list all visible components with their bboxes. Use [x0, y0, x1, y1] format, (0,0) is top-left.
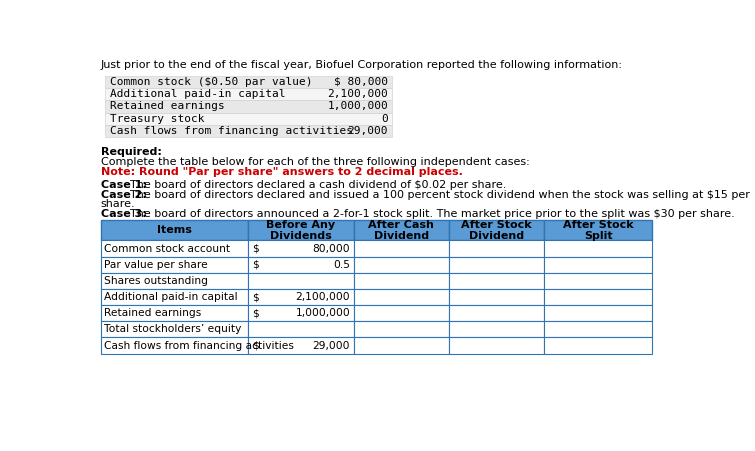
Text: After Cash
Dividend: After Cash Dividend [368, 220, 434, 241]
Bar [448, 337, 544, 354]
Bar [105, 113, 392, 125]
Text: 0.5: 0.5 [333, 260, 350, 270]
Bar [448, 321, 544, 337]
Text: After Stock
Split: After Stock Split [562, 220, 633, 241]
Bar [354, 289, 448, 305]
Text: Complete the table below for each of the three following independent cases:: Complete the table below for each of the… [100, 156, 529, 166]
Text: Cash flows from financing activities: Cash flows from financing activities [103, 341, 294, 350]
Text: Case 2:: Case 2: [100, 190, 150, 200]
Bar [248, 221, 354, 240]
Bar [544, 289, 652, 305]
Bar [100, 337, 248, 354]
Bar [448, 257, 544, 273]
Text: 29,000: 29,000 [313, 341, 350, 350]
Text: Additional paid-in capital: Additional paid-in capital [110, 89, 285, 99]
Bar [354, 240, 448, 257]
Bar [354, 337, 448, 354]
Text: 0: 0 [381, 114, 388, 124]
Text: Before Any
Dividends: Before Any Dividends [267, 220, 335, 241]
Bar [248, 289, 354, 305]
Bar [354, 321, 448, 337]
Text: Case 1:: Case 1: [100, 180, 150, 190]
Bar [100, 289, 248, 305]
Bar [354, 305, 448, 321]
Bar [544, 240, 652, 257]
Bar [354, 221, 448, 240]
Bar [544, 273, 652, 289]
Text: Cash flows from financing activities: Cash flows from financing activities [110, 126, 353, 136]
Bar [100, 273, 248, 289]
Bar [248, 321, 354, 337]
Text: The board of directors announced a 2-for-1 stock split. The market price prior t: The board of directors announced a 2-for… [130, 209, 735, 219]
Text: 2,100,000: 2,100,000 [328, 89, 388, 99]
Bar [100, 305, 248, 321]
Text: Case 3:: Case 3: [100, 209, 150, 219]
Text: Total stockholders’ equity: Total stockholders’ equity [103, 324, 241, 334]
Text: $: $ [252, 244, 259, 253]
Text: 2,100,000: 2,100,000 [295, 292, 350, 302]
Bar [248, 257, 354, 273]
Text: Just prior to the end of the fiscal year, Biofuel Corporation reported the follo: Just prior to the end of the fiscal year… [100, 60, 623, 70]
Bar [448, 240, 544, 257]
Text: Par value per share: Par value per share [103, 260, 208, 270]
Bar [354, 273, 448, 289]
Bar [544, 337, 652, 354]
Text: Shares outstanding: Shares outstanding [103, 276, 208, 286]
Bar [100, 321, 248, 337]
Bar [100, 221, 248, 240]
Text: 1,000,000: 1,000,000 [328, 101, 388, 111]
Text: After Stock
Dividend: After Stock Dividend [461, 220, 532, 241]
Text: Required:: Required: [100, 147, 162, 156]
Bar [105, 100, 392, 113]
Bar [544, 257, 652, 273]
Bar [448, 305, 544, 321]
Bar [105, 125, 392, 137]
Text: 29,000: 29,000 [347, 126, 388, 136]
Text: $: $ [252, 292, 259, 302]
Text: Retained earnings: Retained earnings [103, 308, 201, 318]
Text: $: $ [252, 341, 259, 350]
Text: 1,000,000: 1,000,000 [295, 308, 350, 318]
Bar [100, 240, 248, 257]
Text: $ 80,000: $ 80,000 [334, 77, 388, 87]
Text: $: $ [252, 308, 259, 318]
Text: Note: Round "Par per share" answers to 2 decimal places.: Note: Round "Par per share" answers to 2… [100, 166, 463, 176]
Bar [248, 273, 354, 289]
Text: Common stock account: Common stock account [103, 244, 230, 253]
Text: Items: Items [157, 226, 192, 235]
Bar [248, 305, 354, 321]
Bar [354, 257, 448, 273]
Text: $: $ [252, 260, 259, 270]
Text: Additional paid-in capital: Additional paid-in capital [103, 292, 237, 302]
Bar [105, 76, 392, 88]
Bar [544, 321, 652, 337]
Text: The board of directors declared a cash dividend of $0.02 per share.: The board of directors declared a cash d… [130, 180, 507, 190]
Bar [100, 257, 248, 273]
Text: Common stock ($0.50 par value): Common stock ($0.50 par value) [110, 77, 313, 87]
Bar [448, 221, 544, 240]
Bar [544, 305, 652, 321]
Bar [248, 240, 354, 257]
Bar [448, 289, 544, 305]
Text: Treasury stock: Treasury stock [110, 114, 205, 124]
Bar [448, 273, 544, 289]
Text: Retained earnings: Retained earnings [110, 101, 225, 111]
Text: share.: share. [100, 199, 135, 209]
Bar [248, 337, 354, 354]
Text: 80,000: 80,000 [313, 244, 350, 253]
Text: The board of directors declared and issued a 100 percent stock dividend when the: The board of directors declared and issu… [130, 190, 750, 200]
Bar [105, 88, 392, 100]
Bar [544, 221, 652, 240]
